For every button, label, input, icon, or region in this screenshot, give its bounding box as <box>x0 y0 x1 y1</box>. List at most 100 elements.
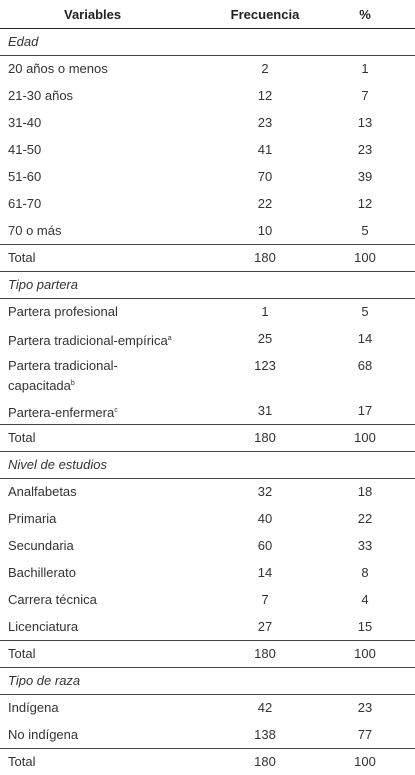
frequency-cell: 180 <box>254 646 276 661</box>
row-label: Secundaria <box>0 533 210 555</box>
section-row: Edad <box>0 29 415 56</box>
percent-cell: 23 <box>357 142 373 157</box>
frequency-cell: 32 <box>257 484 273 499</box>
frequency-cell: 60 <box>257 538 273 553</box>
frequency-cell: 27 <box>257 619 273 634</box>
label-text: Partera tradicional-empírica <box>8 333 168 348</box>
frequency-cell: 180 <box>254 754 276 769</box>
row-label: 31-40 <box>0 110 210 132</box>
row-label: Partera tradicional-capacitadab <box>0 353 150 395</box>
table-row: Partera tradicional-empíricaa 25 14 <box>0 326 415 353</box>
frequency-cell: 14 <box>257 565 273 580</box>
percent-cell: 23 <box>357 700 373 715</box>
section-row: Nivel de estudios <box>0 452 415 479</box>
percent-cell: 14 <box>357 331 373 346</box>
label-text: 20 años o menos <box>8 61 108 76</box>
frequency-cell: 7 <box>261 592 269 607</box>
section-title: Tipo de raza <box>8 673 81 688</box>
header-cell: % <box>359 7 371 22</box>
header-row: Variables Frecuencia % <box>0 0 415 29</box>
frequency-cell: 42 <box>257 700 273 715</box>
footnote-marker: a <box>167 335 172 342</box>
table-row: 21-30 años 12 7 <box>0 83 415 110</box>
label-text: 51-60 <box>8 169 42 184</box>
percent-cell: 100 <box>354 430 376 445</box>
percent-cell: 100 <box>354 754 376 769</box>
table-row: Total 180 100 <box>0 749 415 775</box>
row-label: Partera profesional <box>0 299 210 321</box>
row-label: Analfabetas <box>0 479 210 501</box>
frequency-cell: 22 <box>257 196 273 211</box>
section-title: Edad <box>8 34 39 49</box>
percent-cell: 7 <box>361 88 369 103</box>
label-text: Bachillerato <box>8 565 76 580</box>
frequency-cell: 41 <box>257 142 273 157</box>
table-row: Partera tradicional-capacitadab 123 68 <box>0 353 415 398</box>
section-row: Tipo partera <box>0 272 415 299</box>
table-row: Analfabetas 32 18 <box>0 479 415 506</box>
percent-cell: 4 <box>361 592 369 607</box>
row-label: Licenciatura <box>0 614 210 636</box>
label-text: No indígena <box>8 727 79 742</box>
label-text: Total <box>8 646 36 661</box>
frequency-cell: 2 <box>261 61 269 76</box>
row-label: 20 años o menos <box>0 56 210 78</box>
row-label: 41-50 <box>0 137 210 159</box>
table-row: 61-70 22 12 <box>0 191 415 218</box>
table-row: 41-50 41 23 <box>0 137 415 164</box>
percent-cell: 39 <box>357 169 373 184</box>
table-row: Primaria 40 22 <box>0 506 415 533</box>
table-row: Partera-enfermerac 31 17 <box>0 398 415 425</box>
percent-cell: 68 <box>357 358 373 373</box>
table-row: Total 180 100 <box>0 641 415 668</box>
table-row: Bachillerato 14 8 <box>0 560 415 587</box>
row-label: Primaria <box>0 506 210 528</box>
row-label: Partera-enfermerac <box>0 398 210 422</box>
label-text: Carrera técnica <box>8 592 97 607</box>
row-label: Total <box>0 425 210 447</box>
label-text: Indígena <box>8 700 59 715</box>
percent-cell: 8 <box>361 565 369 580</box>
table-row: 51-60 70 39 <box>0 164 415 191</box>
header-cell: Variables <box>64 7 122 22</box>
row-label: No indígena <box>0 722 210 744</box>
frequency-cell: 10 <box>257 223 273 238</box>
percent-cell: 5 <box>361 223 369 238</box>
label-text: Licenciatura <box>8 619 79 634</box>
frequency-cell: 180 <box>254 430 276 445</box>
label-text: Partera profesional <box>8 304 118 319</box>
footnote-marker: c <box>114 407 118 414</box>
table-row: No indígena 138 77 <box>0 722 415 749</box>
percent-cell: 17 <box>357 403 373 418</box>
label-text: 61-70 <box>8 196 42 211</box>
label-text: Partera-enfermera <box>8 405 115 420</box>
row-label: Total <box>0 749 210 771</box>
percent-cell: 13 <box>357 115 373 130</box>
frequency-cell: 123 <box>254 358 276 373</box>
section-row: Tipo de raza <box>0 668 415 695</box>
row-label: Total <box>0 245 210 267</box>
label-text: Total <box>8 430 36 445</box>
frequency-cell: 70 <box>257 169 273 184</box>
table-row: Total 180 100 <box>0 245 415 272</box>
row-label: Indígena <box>0 695 210 717</box>
frequency-cell: 138 <box>254 727 276 742</box>
table-row: Total 180 100 <box>0 425 415 452</box>
label-text: Partera tradicional-capacitada <box>8 358 118 393</box>
percent-cell: 33 <box>357 538 373 553</box>
label-text: 31-40 <box>8 115 42 130</box>
table-row: 20 años o menos 2 1 <box>0 56 415 83</box>
percent-cell: 1 <box>361 61 369 76</box>
label-text: 70 o más <box>8 223 62 238</box>
row-label: 51-60 <box>0 164 210 186</box>
section-title: Tipo partera <box>8 277 78 292</box>
section-title: Nivel de estudios <box>8 457 107 472</box>
frequency-cell: 12 <box>257 88 273 103</box>
row-label: 21-30 años <box>0 83 210 105</box>
row-label: Total <box>0 641 210 663</box>
row-label: 61-70 <box>0 191 210 213</box>
label-text: Secundaria <box>8 538 74 553</box>
percent-cell: 77 <box>357 727 373 742</box>
label-text: 41-50 <box>8 142 42 157</box>
